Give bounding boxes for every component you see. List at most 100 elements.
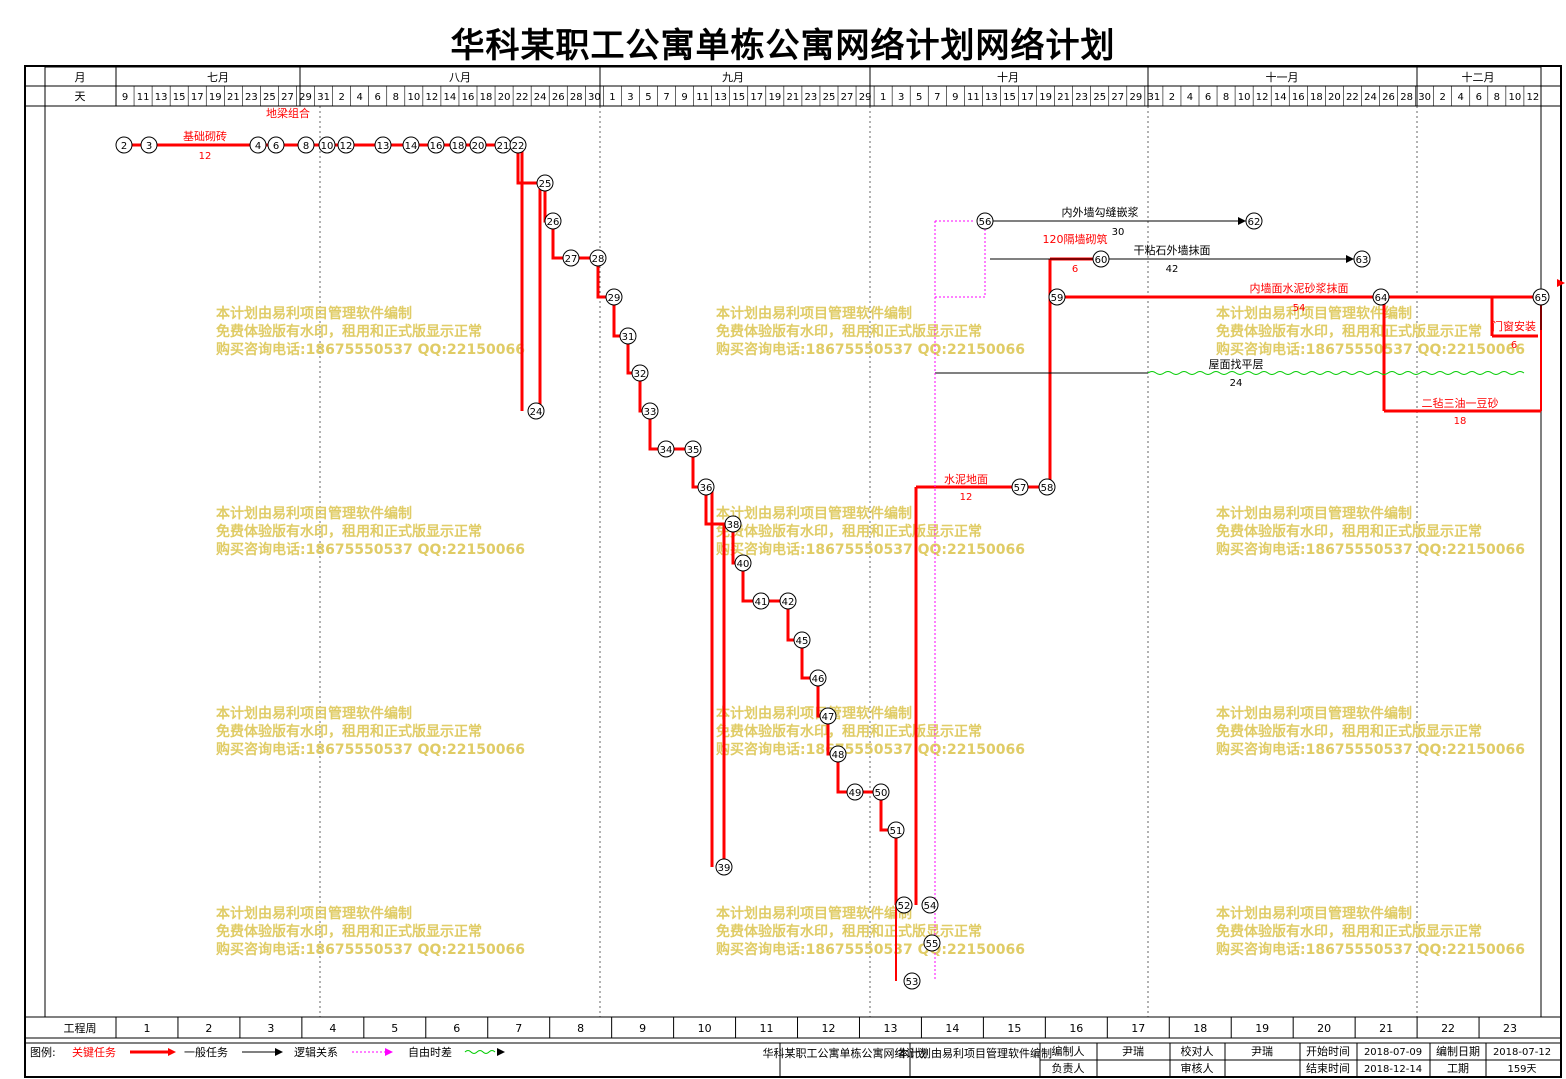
- week-label: 4: [329, 1022, 336, 1035]
- day-label: 4: [1458, 92, 1464, 103]
- network-node: [1011, 478, 1029, 496]
- week-label: 19: [1255, 1022, 1269, 1035]
- network-node: [641, 402, 659, 420]
- legend-critical-text: 关键任务: [72, 1045, 116, 1059]
- node-label: 16: [430, 141, 443, 152]
- network-node: [697, 478, 715, 496]
- footer-value: 尹瑞: [1251, 1044, 1273, 1058]
- node-label: 58: [1041, 483, 1054, 494]
- month-label: 十一月: [1266, 70, 1299, 84]
- footer-label: 工期: [1447, 1062, 1469, 1075]
- month-label: 七月: [207, 71, 229, 84]
- day-label: 8: [393, 92, 399, 103]
- footer-value: 159天: [1507, 1064, 1536, 1075]
- node-label: 56: [979, 217, 992, 228]
- day-label: 5: [645, 92, 651, 103]
- network-node: [509, 136, 527, 154]
- node-label: 47: [822, 712, 835, 723]
- watermark-text: 免费体验版有水印，租用和正式版显示正常: [216, 323, 482, 340]
- network-node: [903, 972, 921, 990]
- network-node: [605, 288, 623, 306]
- day-label: 11: [696, 92, 709, 103]
- week-row-label: 工程周: [64, 1022, 97, 1035]
- watermark-text: 免费体验版有水印，租用和正式版显示正常: [1216, 323, 1482, 340]
- week-label: 23: [1503, 1022, 1517, 1035]
- week-label: 12: [822, 1022, 836, 1035]
- week-label: 22: [1441, 1022, 1455, 1035]
- week-label: 1: [143, 1022, 150, 1035]
- node-label: 24: [530, 407, 543, 418]
- node-label: 35: [687, 445, 700, 456]
- network-node: [887, 821, 905, 839]
- watermark-text: 购买咨询电话:18675550537 QQ:22150066: [216, 941, 525, 958]
- week-label: 2: [205, 1022, 212, 1035]
- task-duration: 12: [960, 492, 973, 503]
- day-label: 26: [1382, 92, 1395, 103]
- node-label: 13: [377, 141, 390, 152]
- day-label: 14: [1274, 92, 1287, 103]
- node-label: 14: [405, 141, 418, 152]
- node-label: 20: [472, 141, 485, 152]
- day-label: 18: [480, 92, 493, 103]
- node-label: 27: [565, 254, 578, 265]
- month-label: 九月: [722, 71, 744, 84]
- node-label: 42: [782, 597, 795, 608]
- day-row-label: 天: [75, 90, 86, 103]
- watermark-text: 免费体验版有水印，租用和正式版显示正常: [216, 923, 482, 940]
- day-label: 18: [1310, 92, 1323, 103]
- task-label: 基础砌砖: [183, 129, 227, 143]
- network-node: [734, 554, 752, 572]
- footer-value: 尹瑞: [1122, 1044, 1144, 1058]
- node-label: 21: [497, 141, 510, 152]
- watermark-text: 购买咨询电话:18675550537 QQ:22150066: [1216, 341, 1525, 358]
- day-label: 9: [122, 92, 128, 103]
- task-duration: 42: [1166, 264, 1179, 275]
- legend-arrow: [168, 1048, 176, 1056]
- watermark-text: 购买咨询电话:18675550537 QQ:22150066: [716, 941, 1025, 958]
- month-label: 十月: [997, 70, 1019, 84]
- watermark-text: 本计划由易利项目管理软件编制: [1216, 705, 1412, 722]
- watermark-text: 本计划由易利项目管理软件编制: [216, 305, 412, 322]
- watermark-text: 本计划由易利项目管理软件编制: [216, 705, 412, 722]
- footer-label: 开始时间: [1306, 1044, 1350, 1058]
- network-node: [819, 707, 837, 725]
- network-node: [562, 249, 580, 267]
- watermark-text: 免费体验版有水印，租用和正式版显示正常: [1216, 723, 1482, 740]
- day-label: 29: [859, 92, 872, 103]
- node-label: 50: [875, 788, 888, 799]
- week-label: 17: [1131, 1022, 1145, 1035]
- footer-value: 2018-07-09: [1364, 1047, 1422, 1058]
- day-label: 7: [934, 92, 940, 103]
- watermark-text: 免费体验版有水印，租用和正式版显示正常: [716, 523, 982, 540]
- network-node: [427, 136, 445, 154]
- node-label: 60: [1095, 255, 1108, 266]
- day-label: 12: [1527, 92, 1540, 103]
- watermark-text: 本计划由易利项目管理软件编制: [1216, 505, 1412, 522]
- watermark-text: 本计划由易利项目管理软件编制: [716, 905, 912, 922]
- day-label: 11: [137, 92, 150, 103]
- footer-plan-name: 华科某职工公寓单栋公寓网络计划: [763, 1046, 928, 1060]
- network-node: [297, 136, 315, 154]
- network-node: [469, 136, 487, 154]
- day-label: 10: [1238, 92, 1251, 103]
- network-node: [779, 592, 797, 610]
- day-label: 27: [841, 92, 854, 103]
- day-label: 20: [1328, 92, 1341, 103]
- watermark-text: 免费体验版有水印，租用和正式版显示正常: [216, 723, 482, 740]
- watermark-text: 免费体验版有水印，租用和正式版显示正常: [216, 523, 482, 540]
- network-node: [793, 631, 811, 649]
- node-label: 53: [906, 977, 919, 988]
- network-node: [657, 440, 675, 458]
- watermark-text: 本计划由易利项目管理软件编制: [216, 505, 412, 522]
- day-label: 21: [227, 92, 240, 103]
- network-node: [895, 896, 913, 914]
- day-label: 28: [570, 92, 583, 103]
- footer-software: 本计划由易利项目管理软件编制: [898, 1046, 1052, 1060]
- task-label: 门窗安装: [1492, 319, 1536, 333]
- day-label: 19: [1039, 92, 1052, 103]
- network-node: [589, 249, 607, 267]
- node-label: 29: [608, 293, 621, 304]
- node-label: 18: [452, 141, 465, 152]
- day-label: 16: [1292, 92, 1305, 103]
